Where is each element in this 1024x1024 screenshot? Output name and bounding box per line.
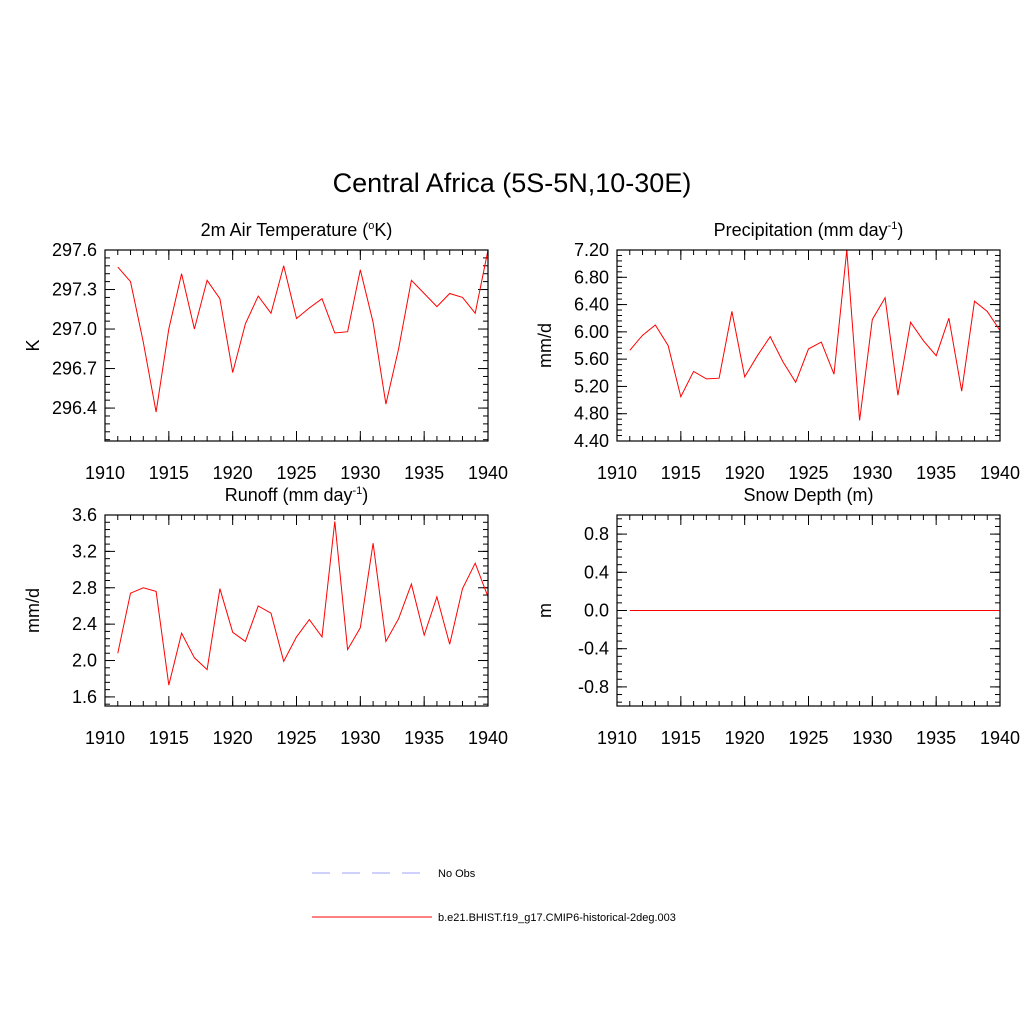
panel-title-end: ) [362, 485, 368, 505]
y-tick-label: 3.6 [72, 505, 97, 525]
x-tick-label: 1935 [404, 463, 444, 483]
x-tick-label: 1920 [725, 463, 765, 483]
panel-4: Snow Depth (m) m -0.8 -0.4 0.0 0.4 0.8 1910 1915… [535, 485, 1020, 748]
legend-item: b.e21.BHIST.f19_g17.CMIP6-historical-2de… [312, 912, 676, 924]
y-tick-label: 2.0 [72, 651, 97, 671]
y-tick-label: 6.00 [574, 322, 609, 342]
y-tick-label: -0.8 [578, 677, 609, 697]
legend-label: b.e21.BHIST.f19_g17.CMIP6-historical-2de… [438, 912, 676, 924]
x-tick-label: 1925 [788, 728, 828, 748]
panel-title-end: ) [897, 220, 903, 240]
y-tick-label: 6.80 [574, 267, 609, 287]
figure-title: Central Africa (5S-5N,10-30E) [332, 168, 692, 198]
series-line [117, 249, 489, 413]
panel-title: Runoff (mm day-1) [225, 485, 369, 505]
x-tick-label: 1935 [916, 728, 956, 748]
panel-title: 2m Air Temperature (oK) [201, 220, 393, 240]
panel-title-text: Precipitation (mm day [714, 220, 888, 240]
y-tick-label: 1.6 [72, 687, 97, 707]
x-tick-label: 1930 [340, 728, 380, 748]
plot-frame [616, 249, 1001, 442]
y-axis-label: mm/d [23, 588, 43, 633]
legend-label: No Obs [438, 868, 476, 880]
x-tick-label: 1940 [980, 728, 1020, 748]
x-tick-label: 1910 [597, 463, 637, 483]
x-tick-label: 1915 [149, 728, 189, 748]
x-tick-label: 1910 [85, 463, 125, 483]
series-line [629, 249, 1001, 421]
panel-title-text: Snow Depth (m) [743, 485, 873, 505]
x-tick-label: 1925 [276, 463, 316, 483]
x-tick-label: 1915 [661, 463, 701, 483]
y-tick-label: 5.60 [574, 349, 609, 369]
x-tick-label: 1930 [340, 463, 380, 483]
x-tick-label: 1920 [725, 728, 765, 748]
legend-item: No Obs [312, 868, 476, 880]
y-tick-label: 7.20 [574, 240, 609, 260]
x-tick-label: 1925 [276, 728, 316, 748]
panel-title-superscript: -1 [888, 220, 898, 232]
series-line [117, 521, 489, 686]
plot-frame [616, 514, 1001, 707]
y-tick-label: 4.80 [574, 404, 609, 424]
y-tick-label: 0.0 [584, 601, 609, 621]
x-tick-label: 1940 [468, 728, 508, 748]
y-tick-label: 2.8 [72, 578, 97, 598]
panel-3: Runoff (mm day-1) mm/d 1.6 2.0 2.4 2.8 3.2 3.6 1… [23, 485, 508, 748]
y-tick-label: 5.20 [574, 376, 609, 396]
y-tick-label: 6.40 [574, 295, 609, 315]
x-tick-label: 1930 [852, 463, 892, 483]
x-tick-label: 1915 [661, 728, 701, 748]
panel-title: Snow Depth (m) [743, 485, 873, 505]
y-tick-label: 4.40 [574, 431, 609, 451]
x-tick-label: 1925 [788, 463, 828, 483]
x-tick-label: 1940 [468, 463, 508, 483]
x-tick-label: 1935 [404, 728, 444, 748]
y-tick-label: -0.4 [578, 639, 609, 659]
panel-title-text: Runoff (mm day [225, 485, 353, 505]
panel-1: 2m Air Temperature (oK) K 296.4 296.7 297.0 2… [23, 220, 508, 483]
y-tick-label: 0.4 [584, 562, 609, 582]
y-tick-label: 297.6 [52, 240, 97, 260]
panel-title-superscript: o [368, 220, 374, 232]
x-tick-label: 1920 [213, 463, 253, 483]
legend: No Obs b.e21.BHIST.f19_g17.CMIP6-historic… [312, 868, 676, 924]
plot-frame [104, 514, 489, 707]
x-tick-label: 1930 [852, 728, 892, 748]
y-tick-label: 0.8 [584, 524, 609, 544]
y-tick-label: 296.4 [52, 398, 97, 418]
x-tick-label: 1940 [980, 463, 1020, 483]
y-tick-label: 296.7 [52, 359, 97, 379]
panel-title-superscript: -1 [352, 485, 362, 497]
y-tick-label: 2.4 [72, 614, 97, 634]
y-axis-label: mm/d [535, 323, 555, 368]
y-axis-label: m [535, 603, 555, 618]
x-tick-label: 1910 [85, 728, 125, 748]
x-tick-label: 1910 [597, 728, 637, 748]
y-axis-label: K [23, 339, 43, 351]
panel-2: Precipitation (mm day-1) mm/d 4.40 4.80 5.20… [535, 220, 1020, 483]
y-tick-label: 297.3 [52, 280, 97, 300]
plot-frame [104, 249, 489, 442]
panel-title-text: 2m Air Temperature ( [201, 220, 369, 240]
x-tick-label: 1935 [916, 463, 956, 483]
x-tick-label: 1920 [213, 728, 253, 748]
y-tick-label: 297.0 [52, 319, 97, 339]
panel-title-end: K) [374, 220, 392, 240]
panel-title: Precipitation (mm day-1) [714, 220, 904, 240]
x-tick-label: 1915 [149, 463, 189, 483]
y-tick-label: 3.2 [72, 541, 97, 561]
